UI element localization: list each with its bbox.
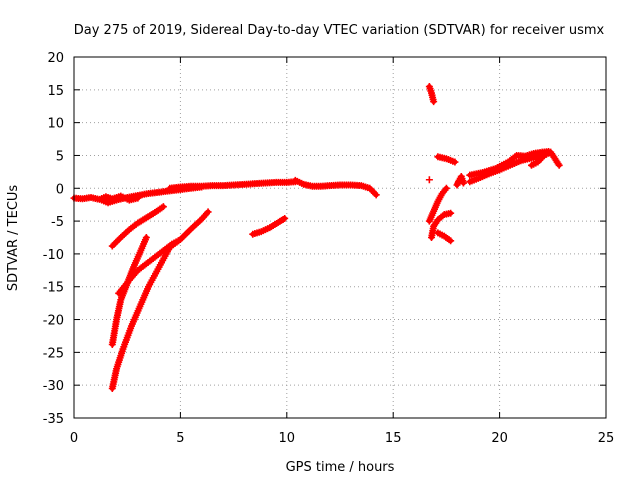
series-markers (291, 176, 380, 199)
series-markers (425, 83, 438, 106)
series-markers (425, 176, 433, 184)
x-tick-label: 15 (385, 431, 402, 446)
y-tick-label: 10 (47, 117, 64, 132)
x-tick-label: 5 (176, 431, 184, 446)
series-markers (108, 208, 212, 392)
y-axis-label: SDTVAR / TECUs (6, 185, 21, 292)
series-arc-19 (528, 148, 563, 169)
y-tick-label: -20 (43, 314, 64, 329)
y-tick-label: -15 (43, 281, 64, 296)
x-tick-label: 0 (70, 431, 78, 446)
series-markers (249, 214, 289, 238)
axes-layer: 0 5 10 15 20 25 20 15 10 5 0 -5 -10 -15 -20 -25 -30 -35 (43, 51, 615, 446)
x-tick-label: 20 (491, 431, 508, 446)
y-tick-label: 5 (56, 149, 64, 164)
series-arc-17 (466, 153, 546, 186)
series-markers (528, 148, 563, 169)
series-markers (428, 209, 455, 241)
series-markers (466, 148, 553, 179)
plot-frame (73, 56, 607, 419)
y-tick-label: -25 (43, 346, 64, 361)
series-markers (434, 229, 455, 245)
series-arc-15 (434, 153, 459, 166)
y-tick-label: -35 (43, 412, 64, 427)
y-tick-label: -5 (51, 215, 64, 230)
series-arc-5 (108, 203, 167, 250)
series-markers (108, 203, 167, 250)
series-arc-3 (166, 178, 299, 192)
series-arc-18 (466, 148, 553, 179)
series-arc-4 (291, 176, 380, 199)
chart-title: Day 275 of 2019, Sidereal Day-to-day VTE… (74, 23, 605, 38)
series-arc-14 (434, 229, 455, 245)
series-arc-13 (425, 184, 450, 225)
y-tick-label: -10 (43, 248, 64, 263)
series-arc-12 (428, 209, 455, 241)
series-arc-10 (425, 83, 438, 106)
series-arc-16 (453, 172, 467, 189)
y-tick-label: 0 (56, 182, 64, 197)
series-arc-11 (425, 176, 433, 184)
y-tick-label: -30 (43, 379, 64, 394)
series-markers (425, 184, 450, 225)
series-markers (453, 172, 467, 189)
series-markers (466, 153, 546, 186)
series-trace (109, 209, 211, 391)
series-arc-8 (108, 208, 212, 392)
y-tick-label: 15 (47, 84, 64, 99)
y-tick-label: 20 (47, 51, 64, 66)
grid-layer (74, 57, 606, 418)
series-markers (166, 178, 299, 192)
x-tick-label: 10 (279, 431, 296, 446)
series-markers (434, 153, 459, 166)
x-tick-label: 25 (598, 431, 615, 446)
x-axis-label: GPS time / hours (286, 460, 395, 475)
series-arc-9 (249, 214, 289, 238)
data-layer (70, 83, 563, 392)
